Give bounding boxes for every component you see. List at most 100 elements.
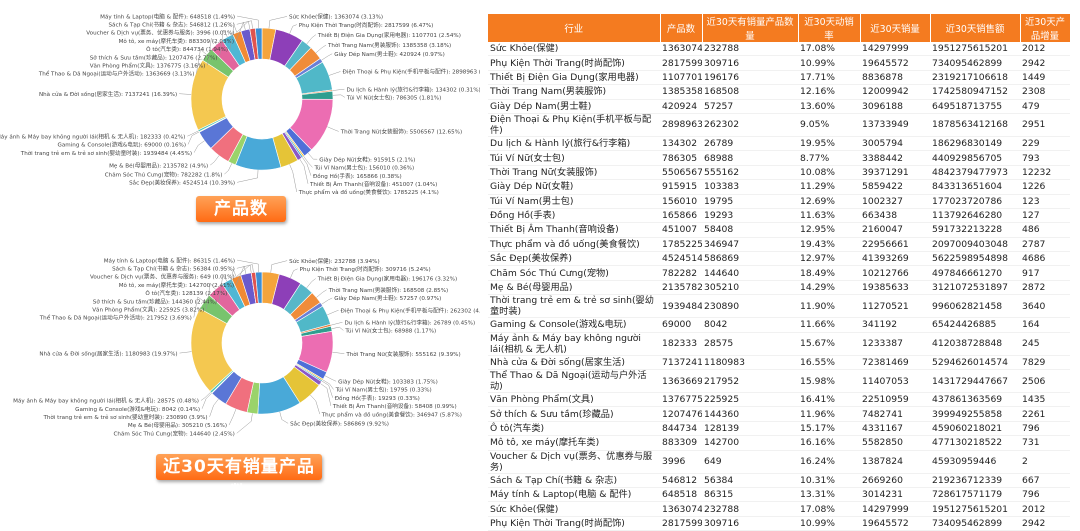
slice-leader-line [236, 264, 254, 273]
table-value-cell: 14297999 [860, 42, 930, 57]
table-header-row: 行业 产品数 近30天有销量产品数量 近30天动销率 近30天销量 近30天销售额 近30天… [488, 14, 1071, 42]
slice-leader-line [327, 309, 339, 316]
table-value-cell: 19645572 [860, 516, 930, 531]
table-value-cell: 2669260 [860, 473, 930, 488]
slice-leader-line [193, 140, 205, 153]
table-value-cell: 2308 [1020, 84, 1070, 100]
slice-label: Phụ Kiện Thời Trang(时尚配饰): 309716 (5.24%… [300, 265, 431, 273]
table-header-cell: 近30天动销率 [798, 14, 861, 42]
table-value-cell: 68988 [702, 150, 798, 166]
table-value-cell: 459060218021 [930, 421, 1020, 437]
slice-label: Thời Trang Nữ(女装服饰): 5506567 (12.65%) [340, 128, 462, 136]
slice-label: Gaming & Console(游戏&电玩): 69000 (0.16%) [58, 141, 186, 149]
table-value-cell: 1226 [1020, 179, 1070, 195]
table-value-cell: 915915 [660, 179, 702, 195]
table-value-cell: 232788 [702, 42, 798, 57]
table-value-cell: 10.08% [798, 165, 860, 181]
table-value-cell: 28575 [702, 332, 798, 356]
industry-name-cell: Gaming & Console(游戏&电玩) [488, 317, 660, 333]
table-value-cell: 3388442 [860, 150, 930, 166]
slice-label: Sức Khỏe(保健): 232788 (3.94%) [289, 257, 380, 265]
industry-name-cell: Sở thích & Sưu tầm(珍藏品) [488, 406, 660, 422]
table-value-cell: 11.90% [798, 294, 860, 319]
table-value-cell: 996062821458 [930, 294, 1020, 319]
table-value-cell: 4331167 [860, 421, 930, 437]
table-value-cell: 2097009403048 [930, 237, 1020, 253]
table-row: Máy ảnh & Máy bay không người lái(相机 & 无… [488, 332, 1070, 356]
table-value-cell: 437861363569 [930, 392, 1020, 408]
table-value-cell: 14.29% [798, 280, 860, 296]
table-value-cell: 667 [1020, 473, 1070, 488]
table-value-cell: 17.08% [798, 501, 860, 517]
table-value-cell: 734095462899 [930, 516, 1020, 531]
table-value-cell: 4686 [1020, 251, 1070, 267]
slice-label: Gaming & Console(游戏&电玩): 8042 (0.14%) [75, 405, 200, 413]
slice-leader-line [270, 260, 288, 273]
table-value-cell: 305210 [702, 280, 798, 296]
table-value-cell: 1002327 [860, 194, 930, 209]
slice-leader-line [179, 351, 192, 354]
slice-leader-line [320, 383, 332, 406]
table-value-cell: 2872 [1020, 280, 1070, 296]
table-value-cell: 10.99% [798, 55, 860, 71]
table-value-cell: 10212766 [860, 265, 930, 281]
table-value-cell: 11.29% [798, 179, 860, 195]
industry-name-cell: Giày Dép Nam(男士鞋) [488, 99, 660, 114]
table-value-cell: 232788 [702, 501, 798, 517]
slice-label: Máy tính & Laptop(电脑 & 配件): 648518 (1.49… [100, 12, 235, 20]
slice-label: Thời Trang Nam(男装服饰): 168508 (2.85%) [328, 286, 449, 294]
table-value-cell: 15.98% [798, 369, 860, 394]
table-value-cell: 69000 [660, 317, 702, 333]
slice-label: Nhà cửa & Đời sống(居家生活): 7137241 (16.39… [39, 90, 177, 98]
industry-name-cell: Sức Khỏe(保健) [488, 501, 660, 517]
table-value-cell: 19.43% [798, 237, 860, 253]
slice-label: Mô tô, xe máy(摩托车类): 883309 (2.03%) [119, 37, 234, 45]
table-row: Sở thích & Sưu tầm(珍藏品) 1207476 144360 11.9… [488, 406, 1070, 422]
table-value-cell: 8836878 [860, 70, 930, 86]
table-value-cell: 843313651604 [930, 179, 1020, 195]
table-row: Sức Khỏe(保健) 1363074 232788 17.08% 14297999 1… [488, 42, 1070, 57]
table-value-cell: 16.24% [798, 450, 860, 474]
table-value-cell: 1180983 [702, 355, 798, 371]
slice-leader-line [201, 392, 212, 409]
table-value-cell: 1742580947152 [930, 84, 1020, 100]
slice-label: Máy tính & Laptop(电脑 & 配件): 86315 (1.46%… [104, 256, 235, 264]
industry-name-cell: Thiết Bị Điện Gia Dụng(家用电器) [488, 70, 660, 86]
table-value-cell: 16.16% [798, 435, 860, 451]
industry-name-cell: Giày Dép Nữ(女鞋) [488, 179, 660, 195]
table-row: Túi Ví Nữ(女士包) 786305 68988 8.77% 3388442 440… [488, 150, 1070, 166]
table-value-cell: 4524514 [660, 251, 702, 267]
table-row: Thời trang trẻ em & trẻ sơ sinh(婴幼童时装) 19… [488, 294, 1070, 319]
table-value-cell: 1387824 [860, 450, 930, 474]
table-row: Mô tô, xe máy(摩托车类) 883309 142700 16.16% 558… [488, 435, 1070, 451]
table-value-cell: 8.77% [798, 150, 860, 166]
slice-label: Sở thích & Sưu tầm(珍藏品): 144360 (2.44%) [93, 297, 217, 305]
table-value-cell: 728617571179 [930, 487, 1020, 503]
table-value-cell: 1939484 [660, 294, 702, 319]
slice-label: Túi Ví Nữ(女士包): 786305 (1.81%) [346, 94, 441, 102]
table-value-cell: 2942 [1020, 55, 1070, 71]
table-value-cell: 2951 [1020, 113, 1070, 137]
table-row: Sắc Đẹp(美妆保养) 4524514 586869 12.97% 41393269… [488, 251, 1070, 267]
industry-name-cell: Phụ Kiện Thời Trang(时尚配饰) [488, 516, 660, 531]
table-value-cell: 555162 [702, 165, 798, 181]
slice-label: Thể Thao & Dã Ngoại(运动与户外活动): 217952 (3.… [39, 314, 192, 322]
table-value-cell: 10.99% [798, 516, 860, 531]
table-value-cell: 2012 [1020, 42, 1070, 57]
table-row: Túi Ví Nam(男士包) 156010 19795 12.69% 1002327 1… [488, 194, 1070, 209]
industry-name-cell: Sách & Tạp Chí(书籍 & 杂志) [488, 473, 660, 488]
table-header-cell: 近30天有销量产品数量 [702, 14, 799, 42]
slice-label: Du lịch & Hành lý(旅行&行李箱): 26789 (0.45%) [344, 318, 475, 326]
slice-leader-line [200, 391, 211, 401]
table-value-cell: 1435 [1020, 392, 1070, 408]
slice-leader-line [289, 164, 297, 193]
table-value-cell: 230890 [702, 294, 798, 319]
slice-label: Sức Khỏe(保健): 1363074 (3.13%) [289, 13, 383, 21]
industry-name-cell: Mô tô, xe máy(摩托车类) [488, 435, 660, 451]
table-row: Văn Phòng Phẩm(文具) 1376775 225925 16.41% 225… [488, 392, 1070, 408]
table-value-cell: 123 [1020, 194, 1070, 209]
slice-leader-line [237, 259, 259, 273]
slice-leader-line [279, 411, 289, 424]
table-value-cell: 58408 [702, 222, 798, 238]
table-value-cell: 12232 [1020, 165, 1070, 181]
